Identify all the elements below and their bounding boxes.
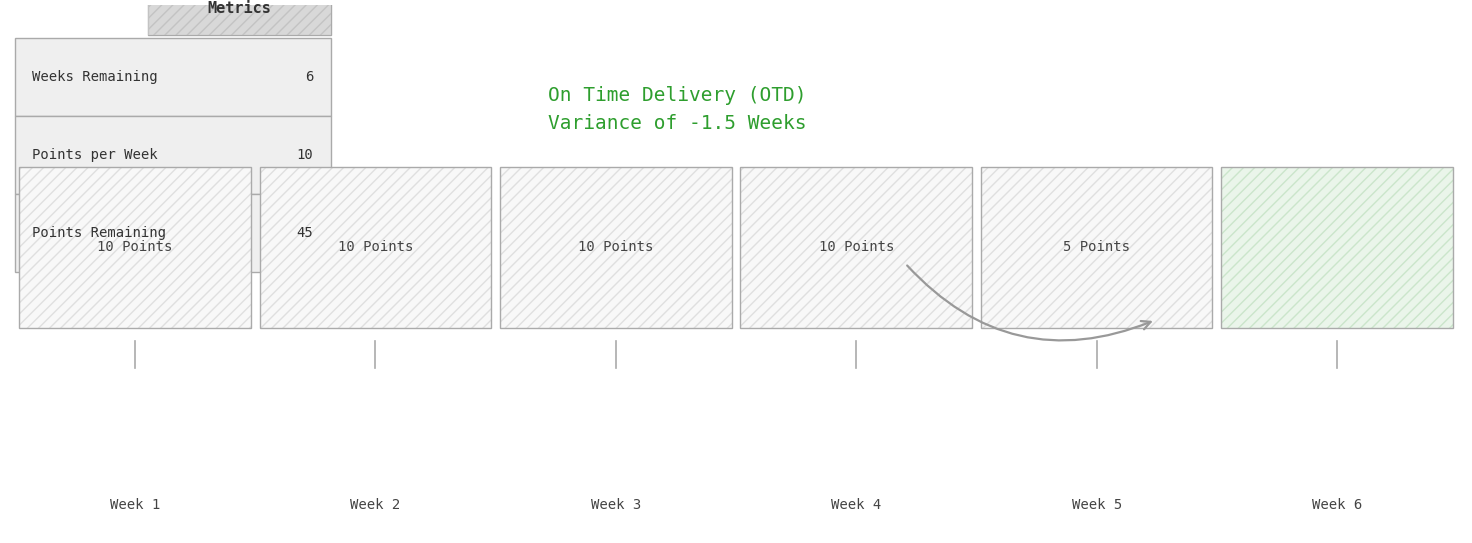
Text: Points per Week: Points per Week — [32, 148, 158, 162]
Text: 45: 45 — [297, 225, 314, 239]
Bar — [259, 167, 492, 328]
Text: Week 3: Week 3 — [590, 498, 640, 513]
Text: 10 Points: 10 Points — [97, 241, 172, 254]
Bar — [500, 167, 732, 328]
Text: 5 Points: 5 Points — [1063, 241, 1130, 254]
Text: Week 1: Week 1 — [110, 498, 160, 513]
Bar — [15, 116, 331, 193]
Bar — [15, 193, 331, 272]
Text: Week 2: Week 2 — [350, 498, 400, 513]
Bar — [740, 167, 972, 328]
Bar — [19, 167, 250, 328]
Bar — [15, 37, 331, 116]
Bar — [980, 167, 1213, 328]
Bar — [740, 167, 972, 328]
Bar — [740, 167, 972, 328]
Bar — [259, 167, 492, 328]
FancyArrowPatch shape — [907, 266, 1151, 340]
Text: 10 Points: 10 Points — [337, 241, 414, 254]
Bar — [1222, 167, 1453, 328]
Bar — [147, 0, 331, 35]
Text: Metrics: Metrics — [208, 1, 271, 16]
Text: Week 5: Week 5 — [1072, 498, 1122, 513]
Bar — [500, 167, 732, 328]
Text: Week 6: Week 6 — [1312, 498, 1362, 513]
Bar — [980, 167, 1213, 328]
Bar — [1222, 167, 1453, 328]
Bar — [500, 167, 732, 328]
Text: 10 Points: 10 Points — [818, 241, 894, 254]
Text: Weeks Remaining: Weeks Remaining — [32, 70, 158, 84]
Bar — [980, 167, 1213, 328]
Bar — [19, 167, 250, 328]
Text: 10: 10 — [297, 148, 314, 162]
Text: On Time Delivery (OTD)
Variance of -1.5 Weeks: On Time Delivery (OTD) Variance of -1.5 … — [548, 86, 807, 133]
Text: 6: 6 — [305, 70, 314, 84]
Text: Points Remaining: Points Remaining — [32, 225, 166, 239]
Bar — [147, 0, 331, 35]
Bar — [19, 167, 250, 328]
Text: 10 Points: 10 Points — [578, 241, 654, 254]
Bar — [259, 167, 492, 328]
Text: Week 4: Week 4 — [832, 498, 882, 513]
Bar — [1222, 167, 1453, 328]
